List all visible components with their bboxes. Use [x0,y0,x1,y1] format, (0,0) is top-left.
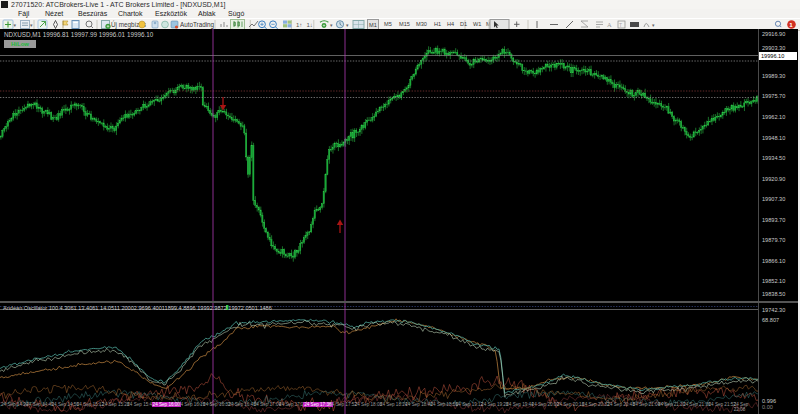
svg-text:T: T [619,22,622,28]
svg-text:A: A [607,21,612,28]
svg-text:▾: ▾ [652,22,655,28]
svg-text:1: 1 [789,21,793,28]
